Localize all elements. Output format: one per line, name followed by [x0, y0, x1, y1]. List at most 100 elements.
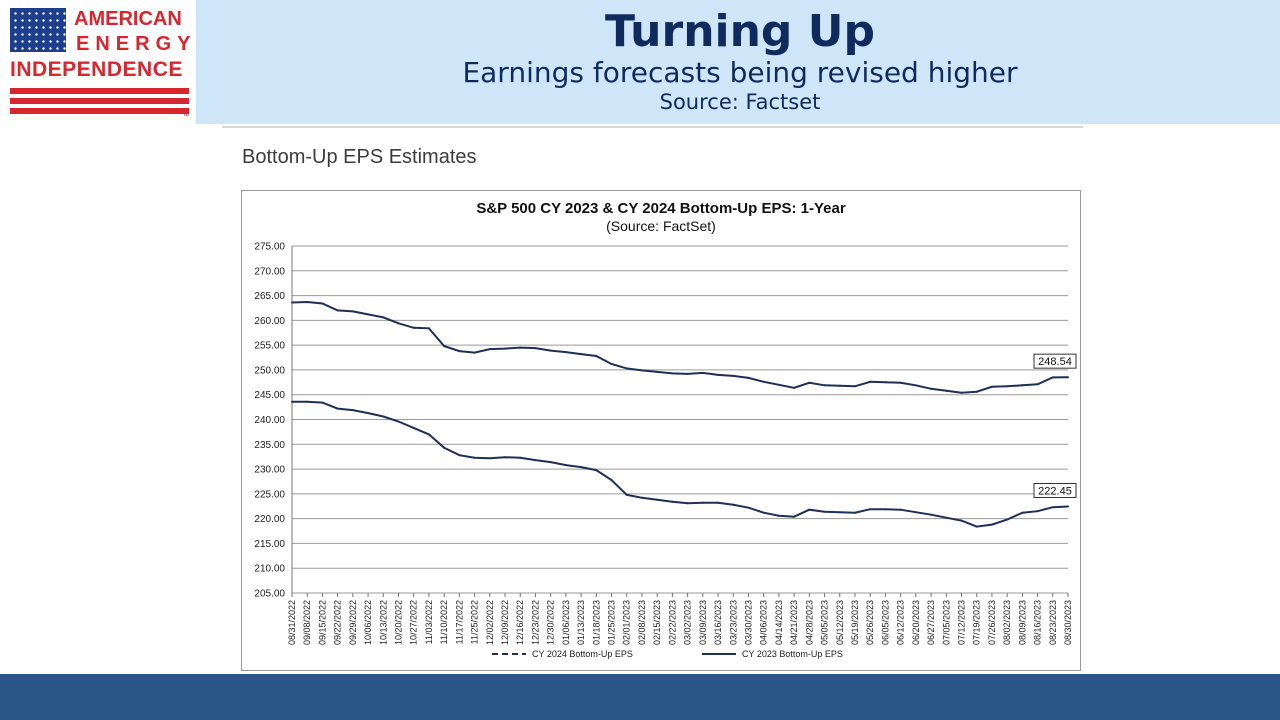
x-tick-label: 03/30/2023	[743, 600, 753, 645]
data-point	[1036, 510, 1039, 513]
data-point	[945, 389, 948, 392]
x-tick-label: 02/01/2023	[622, 600, 632, 645]
x-tick-label: 07/05/2023	[941, 600, 951, 645]
x-tick-label: 12/30/2022	[546, 600, 556, 645]
footer-bar	[0, 674, 1280, 720]
data-point	[504, 347, 506, 350]
x-tick-label: 09/22/2022	[333, 600, 343, 645]
data-point	[732, 374, 735, 377]
data-point	[458, 350, 461, 353]
x-tick-label: 05/05/2023	[820, 600, 830, 645]
data-point	[443, 446, 446, 449]
data-point	[488, 348, 491, 351]
x-tick-label: 12/02/2022	[485, 600, 495, 645]
data-point	[793, 515, 796, 518]
data-point	[671, 372, 674, 375]
x-tick-label: 03/02/2023	[683, 600, 693, 645]
data-point	[899, 381, 902, 384]
data-point	[1051, 376, 1054, 379]
end-label-box	[1033, 353, 1077, 369]
x-tick-label: 03/09/2023	[698, 600, 708, 645]
trademark-icon: ™	[183, 114, 189, 120]
y-tick-label: 215.00	[254, 539, 285, 550]
x-tick-label: 12/16/2022	[515, 600, 525, 645]
data-point	[717, 373, 719, 376]
data-point	[914, 511, 917, 514]
data-point	[1021, 384, 1024, 387]
data-point	[899, 508, 902, 511]
data-point	[427, 433, 430, 436]
slide-source: Source: Factset	[659, 90, 821, 114]
y-tick-label: 275.00	[254, 242, 285, 253]
end-value-label: 222.45	[1038, 485, 1072, 497]
x-tick-label: 04/28/2023	[804, 600, 814, 645]
data-point	[382, 415, 385, 418]
data-point	[412, 426, 415, 429]
y-tick-label: 220.00	[254, 514, 285, 525]
x-tick-label: 09/29/2022	[348, 600, 358, 645]
y-tick-label: 255.00	[254, 341, 285, 352]
data-point	[610, 479, 613, 481]
x-tick-label: 02/08/2023	[637, 600, 647, 645]
data-point	[793, 386, 796, 389]
x-tick-label: 07/19/2023	[972, 600, 982, 645]
data-point	[854, 385, 856, 388]
x-tick-label: 08/09/2023	[1017, 600, 1027, 645]
data-point	[777, 383, 780, 386]
data-point	[397, 322, 400, 325]
divider	[222, 126, 1083, 128]
x-tick-label: 12/23/2022	[530, 600, 540, 645]
data-point	[306, 301, 309, 303]
data-point	[686, 502, 689, 505]
data-point	[960, 519, 963, 522]
data-point	[1051, 506, 1054, 509]
data-point	[351, 409, 354, 412]
data-point	[823, 384, 826, 387]
data-point	[930, 513, 933, 516]
y-tick-label: 240.00	[254, 415, 285, 426]
x-tick-label: 10/06/2022	[363, 600, 373, 645]
y-tick-label: 205.00	[254, 589, 285, 600]
data-point	[564, 464, 567, 467]
end-value-label: 248.54	[1038, 356, 1072, 368]
x-tick-label: 07/26/2023	[987, 600, 997, 645]
data-point	[367, 313, 370, 316]
data-point	[580, 353, 583, 356]
x-tick-label: 01/18/2023	[591, 600, 601, 645]
x-tick-label: 08/02/2023	[1002, 600, 1012, 645]
logo-stripe	[10, 98, 189, 104]
data-point	[884, 381, 887, 384]
data-point	[367, 412, 370, 415]
data-point	[656, 498, 659, 501]
data-point	[701, 371, 704, 374]
x-tick-label: 06/20/2023	[911, 600, 921, 645]
data-point	[747, 506, 750, 509]
data-point	[747, 376, 750, 379]
data-point	[975, 525, 978, 528]
data-point	[443, 345, 446, 348]
data-point	[519, 456, 522, 459]
x-tick-label: 09/15/2022	[317, 600, 327, 645]
y-tick-label: 245.00	[254, 390, 285, 401]
data-point	[641, 496, 643, 499]
x-tick-label: 04/14/2023	[774, 600, 784, 645]
x-tick-label: 03/16/2023	[713, 600, 723, 645]
data-point	[382, 316, 385, 319]
x-tick-label: 02/22/2023	[667, 600, 677, 645]
x-tick-label: 03/23/2023	[728, 600, 738, 645]
x-tick-label: 05/19/2023	[850, 600, 860, 645]
logo: AMERICAN ENERGY INDEPENDENCE ™	[0, 0, 196, 124]
y-tick-label: 235.00	[254, 440, 285, 451]
x-tick-label: 04/21/2023	[789, 600, 799, 645]
data-point	[473, 351, 476, 354]
data-point	[351, 310, 354, 313]
data-point	[1067, 376, 1069, 379]
x-tick-label: 08/30/2023	[1063, 600, 1073, 645]
x-tick-label: 01/06/2023	[561, 600, 571, 645]
x-tick-label: 10/20/2022	[394, 600, 404, 645]
data-point	[397, 420, 400, 423]
x-tick-label: 02/15/2023	[652, 600, 662, 645]
data-point	[291, 301, 293, 304]
data-point	[732, 503, 735, 506]
x-tick-label: 06/12/2023	[896, 600, 906, 645]
